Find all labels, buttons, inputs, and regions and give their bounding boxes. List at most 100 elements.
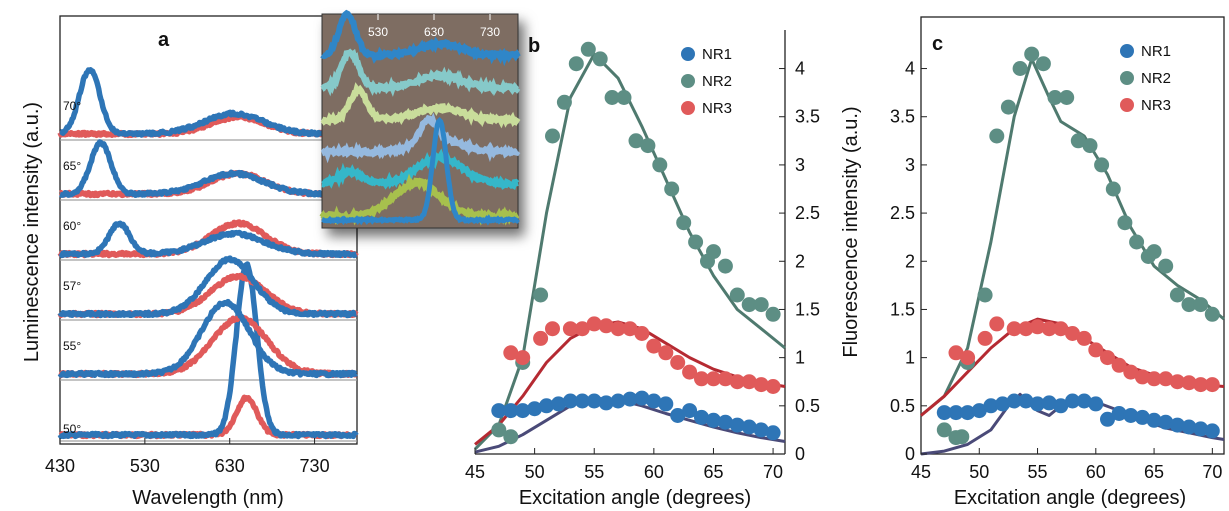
data-point-NR2 (1059, 90, 1075, 105)
data-point-NR3 (717, 371, 733, 387)
data-point-NR1 (717, 414, 733, 430)
inset-trace-1 (320, 48, 521, 97)
data-point-NR3 (622, 321, 638, 337)
data-point-NR1 (1158, 414, 1174, 430)
data-point-NR3 (1181, 375, 1197, 391)
ytick-label: 1 (795, 348, 805, 368)
xtick-label: 60 (1086, 462, 1106, 482)
data-point-NR2 (1012, 61, 1028, 76)
spectrum-blue-3 (58, 220, 359, 259)
legend-marker-NR1 (681, 47, 695, 61)
data-point-NR1 (753, 422, 769, 438)
data-point-NR2 (729, 287, 745, 303)
data-point-NR2 (580, 41, 596, 57)
panel-c-xlabel: Excitation angle (degrees) (954, 487, 1186, 509)
data-point-NR2 (1158, 258, 1174, 274)
data-point-NR1 (706, 412, 721, 428)
data-point-NR2 (592, 51, 608, 67)
data-point-NR3 (562, 321, 578, 337)
xtick-label: 45 (465, 462, 485, 482)
data-point-NR3 (670, 355, 686, 370)
data-point-NR3 (977, 330, 993, 346)
data-point-NR3 (682, 364, 698, 380)
data-point-NR3 (1134, 369, 1150, 385)
data-point-NR1 (610, 393, 626, 409)
data-point-NR2 (753, 297, 769, 313)
panel-b-yticks: 0 0.5 1 1.5 2 2.5 3 3.5 4 (779, 59, 820, 464)
data-point-NR2 (1094, 157, 1110, 173)
data-point-NR3 (1065, 326, 1080, 341)
ytick-label: 3.5 (795, 107, 820, 127)
data-point-NR1 (551, 396, 566, 412)
data-point-NR2 (954, 429, 970, 445)
panel-b-letter: b (528, 35, 540, 57)
data-point-NR1 (1100, 411, 1115, 427)
panel-a-xtick-label: 730 (300, 456, 330, 476)
data-point-NR1 (634, 390, 650, 406)
legend-marker-NR3 (1120, 98, 1134, 112)
data-point-NR2 (1000, 99, 1016, 115)
xtick-label: 70 (1202, 462, 1222, 482)
xtick-label: 50 (525, 462, 545, 482)
data-point-NR1 (995, 396, 1011, 412)
data-point-NR3 (1076, 330, 1092, 346)
panel-a-inset: 530 630 730 (319, 9, 521, 229)
data-point-NR1 (971, 403, 987, 419)
legend-marker-NR3 (681, 101, 695, 115)
spectrum-blue-4 (58, 139, 359, 199)
data-point-NR3 (1111, 357, 1127, 373)
data-point-NR1 (574, 393, 590, 409)
panel-a-xtick-label: 430 (45, 456, 75, 476)
data-point-NR3 (545, 321, 560, 337)
data-point-NR1 (527, 401, 543, 417)
panel-a-frame (59, 15, 358, 445)
data-point-NR2 (533, 287, 549, 303)
panel-a-letter: a (158, 29, 170, 51)
data-point-NR3 (960, 350, 976, 366)
ytick-label: 0.5 (795, 396, 820, 416)
data-point-NR2 (568, 56, 584, 72)
ytick-label: 2.5 (795, 203, 820, 223)
data-point-NR1 (515, 403, 531, 419)
data-point-NR2 (640, 138, 656, 154)
ytick-label: 4 (905, 59, 915, 79)
data-point-NR1 (729, 417, 745, 433)
data-point-NR3 (729, 374, 745, 390)
data-point-NR1 (1018, 393, 1034, 409)
angle-label: 65° (63, 159, 81, 173)
inset-xtick-label: 730 (480, 25, 500, 39)
data-point-NR3 (1053, 321, 1069, 337)
ytick-label: 2.5 (890, 203, 915, 223)
data-point-NR2 (1204, 306, 1220, 322)
panel-a-traces (57, 67, 359, 440)
data-point-NR1 (1111, 406, 1127, 421)
data-point-NR1 (1169, 417, 1185, 433)
data-point-NR2 (936, 422, 952, 438)
data-point-NR3 (1146, 371, 1162, 387)
data-point-NR3 (1100, 350, 1115, 366)
data-point-NR3 (574, 321, 590, 337)
panel-a-angle-labels: 50° 55° 57° 60° 65° 70° (63, 99, 81, 436)
data-point-NR2 (1169, 287, 1185, 303)
panel-c-letter: c (932, 33, 943, 55)
data-point-NR1 (1065, 393, 1080, 409)
data-point-NR1 (1146, 412, 1162, 428)
data-point-NR1 (765, 425, 781, 441)
data-point-NR3 (515, 350, 531, 366)
data-point-NR3 (765, 379, 781, 394)
data-point-NR2 (616, 90, 632, 105)
data-point-NR2 (989, 128, 1005, 144)
data-point-NR1 (586, 393, 602, 409)
data-point-NR2 (717, 258, 733, 274)
data-point-NR2 (1024, 46, 1040, 62)
panel-a-xlabel: Wavelength (nm) (132, 487, 284, 509)
data-point-NR3 (646, 338, 662, 354)
data-point-NR3 (1193, 377, 1209, 393)
data-point-NR3 (1006, 321, 1022, 337)
data-point-NR2 (1181, 297, 1197, 313)
data-point-NR1 (1123, 408, 1139, 423)
panel-b-xlabel: Excitation angle (degrees) (519, 487, 751, 509)
ytick-label: 2 (795, 251, 805, 271)
panel-c-xticks: 45 50 55 60 65 70 (911, 448, 1222, 482)
xtick-label: 65 (703, 462, 723, 482)
